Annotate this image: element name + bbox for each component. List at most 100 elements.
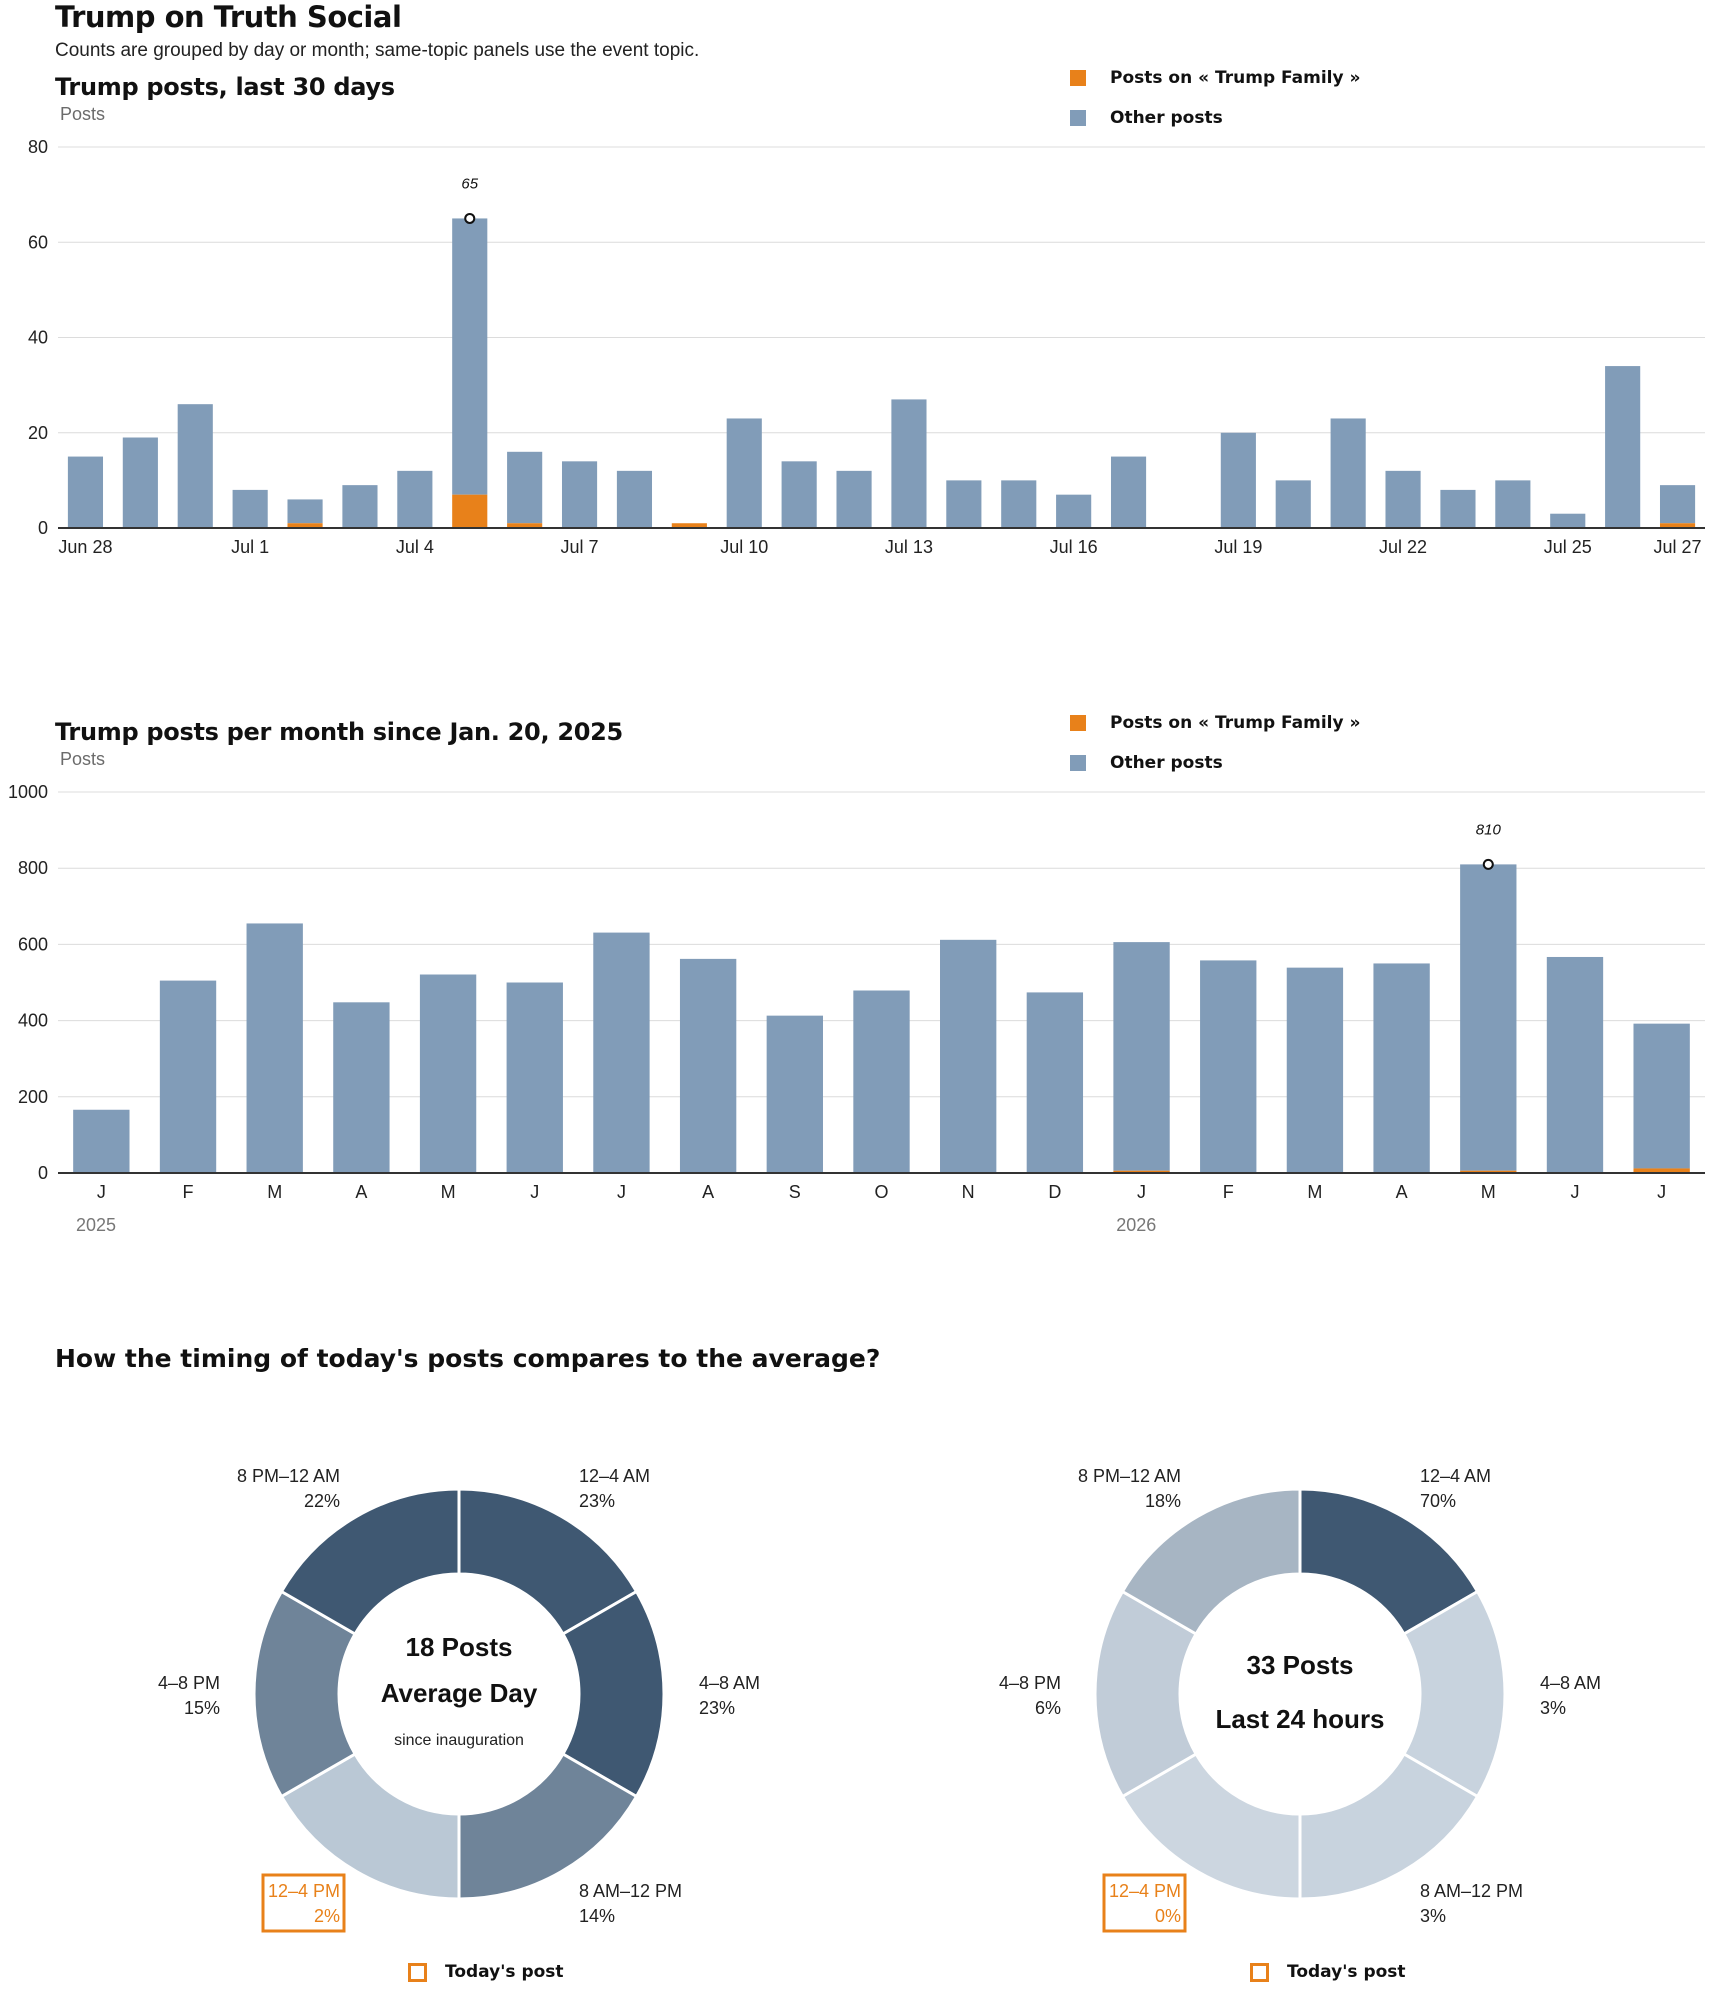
- x-tick-label: D: [1048, 1182, 1061, 1202]
- other-posts-bar: [246, 923, 303, 1173]
- slice-percent: 23%: [699, 1698, 735, 1718]
- other-posts-bar: [1286, 967, 1344, 1173]
- x-tick-label: Jul 27: [1654, 537, 1702, 557]
- other-posts-bar: [1026, 992, 1084, 1173]
- topic-posts-bar: [1659, 523, 1696, 528]
- x-tick-label: Jul 22: [1379, 537, 1427, 557]
- legend-topic-item: Posts on « Trump Family »: [1070, 703, 1360, 743]
- x-tick-label: Jul 13: [885, 537, 933, 557]
- slice-percent: 3%: [1420, 1906, 1446, 1926]
- slice-percent: 23%: [579, 1491, 615, 1511]
- monthly-chart-legend: Posts on « Trump Family » Other posts: [1070, 703, 1360, 783]
- y-tick-label: 400: [18, 1011, 48, 1031]
- x-tick-label: J: [97, 1182, 106, 1202]
- slice-label: 8 PM–12 AM: [1078, 1466, 1181, 1486]
- x-tick-label: Jul 19: [1214, 537, 1262, 557]
- other-posts-bar: [1220, 432, 1256, 528]
- y-tick-label: 20: [28, 423, 48, 443]
- other-posts-bar: [593, 932, 650, 1173]
- other-posts-bar: [1056, 494, 1092, 528]
- other-posts-bar: [1546, 956, 1604, 1173]
- other-posts-bar: [1330, 418, 1366, 528]
- topic-posts-bar: [507, 523, 543, 528]
- other-posts-bar: [1659, 485, 1696, 524]
- x-tick-label: J: [617, 1182, 626, 1202]
- y-tick-label: 60: [28, 232, 48, 252]
- other-posts-bar: [1550, 513, 1586, 528]
- legend-other-label: Other posts: [1110, 753, 1223, 773]
- other-posts-bar: [122, 437, 158, 528]
- other-posts-bar: [177, 404, 213, 528]
- slice-percent: 15%: [184, 1698, 220, 1718]
- slice-label: 8 AM–12 PM: [1420, 1881, 1523, 1901]
- y-tick-label: 0: [38, 1163, 48, 1183]
- other-posts-bar: [1373, 963, 1430, 1173]
- other-posts-bar: [726, 418, 762, 528]
- other-posts-bar: [1633, 1023, 1690, 1169]
- other-posts-bar: [616, 470, 653, 528]
- legend-other-swatch: [1070, 110, 1086, 126]
- legend-other-label: Other posts: [1110, 108, 1223, 128]
- slice-label: 4–8 PM: [999, 1673, 1061, 1693]
- other-posts-bar: [1200, 960, 1257, 1173]
- x-tick-label: Jul 16: [1050, 537, 1098, 557]
- peak-value-label: 810: [1476, 821, 1502, 838]
- monthly-posts-chart: 0 200 400 600 800 1000 J F M A M J J A S O N D J F M A M J J 810 2…: [8, 782, 1705, 1235]
- other-posts-bar: [853, 990, 910, 1173]
- x-tick-label: F: [183, 1182, 194, 1202]
- x-tick-label: Jul 25: [1544, 537, 1592, 557]
- slice-label: 12–4 AM: [1420, 1466, 1491, 1486]
- other-posts-bar: [1440, 489, 1476, 528]
- slice-percent: 14%: [579, 1906, 615, 1926]
- daily-chart-legend: Posts on « Trump Family » Other posts: [1070, 58, 1360, 138]
- other-posts-bar: [781, 461, 817, 528]
- other-posts-bar: [1001, 480, 1037, 528]
- peak-marker: [464, 212, 476, 224]
- slice-label: 4–8 AM: [699, 1673, 760, 1693]
- topic-posts-bar: [452, 494, 488, 528]
- topic-posts-bar: [1113, 1170, 1170, 1173]
- other-posts-bar: [452, 218, 488, 495]
- today-legend-swatch: [408, 1962, 427, 1982]
- other-posts-bar: [766, 1015, 823, 1173]
- x-tick-label: M: [267, 1182, 282, 1202]
- page-title: Trump on Truth Social: [55, 0, 402, 34]
- other-posts-bar: [397, 470, 433, 528]
- y-tick-label: 200: [18, 1087, 48, 1107]
- today-legend-24h: Today's post: [1250, 1962, 1406, 1982]
- x-tick-label: Jul 4: [396, 537, 434, 557]
- slice-percent: 3%: [1540, 1698, 1566, 1718]
- other-posts-bar: [159, 980, 217, 1173]
- legend-topic-swatch: [1070, 715, 1086, 731]
- x-tick-label: J: [1657, 1182, 1666, 1202]
- topic-posts-bar: [1460, 1170, 1517, 1173]
- slice-label: 12–4 AM: [579, 1466, 650, 1486]
- today-slice-highlight-box: [1102, 1873, 1187, 1933]
- page-subtitle: Counts are grouped by day or month; same…: [55, 40, 700, 61]
- peak-marker: [1482, 858, 1494, 870]
- x-tick-label: A: [702, 1182, 714, 1202]
- year-label: 2025: [76, 1215, 116, 1235]
- legend-other-swatch: [1070, 755, 1086, 771]
- y-tick-label: 800: [18, 858, 48, 878]
- year-label: 2026: [1116, 1215, 1156, 1235]
- slice-label: 12–4 PM: [268, 1881, 340, 1901]
- slice-percent: 2%: [314, 1906, 340, 1926]
- peak-value-label: 65: [461, 175, 478, 192]
- slice-label: 12–4 PM: [1109, 1881, 1181, 1901]
- x-tick-label: M: [441, 1182, 456, 1202]
- today-legend-average: Today's post: [408, 1962, 564, 1982]
- donut-center-count: 33 Posts: [1247, 1650, 1354, 1680]
- other-posts-bar: [940, 939, 997, 1173]
- legend-topic-label: Posts on « Trump Family »: [1110, 713, 1361, 733]
- other-posts-bar: [333, 1002, 390, 1173]
- other-posts-bar: [1113, 942, 1170, 1171]
- x-tick-label: M: [1307, 1182, 1322, 1202]
- x-tick-label: Jul 10: [720, 537, 768, 557]
- slice-percent: 18%: [1145, 1491, 1181, 1511]
- legend-other-item: Other posts: [1070, 98, 1360, 138]
- slice-percent: 6%: [1035, 1698, 1061, 1718]
- slice-label: 4–8 AM: [1540, 1673, 1601, 1693]
- legend-other-item: Other posts: [1070, 743, 1360, 783]
- x-tick-label: S: [789, 1182, 801, 1202]
